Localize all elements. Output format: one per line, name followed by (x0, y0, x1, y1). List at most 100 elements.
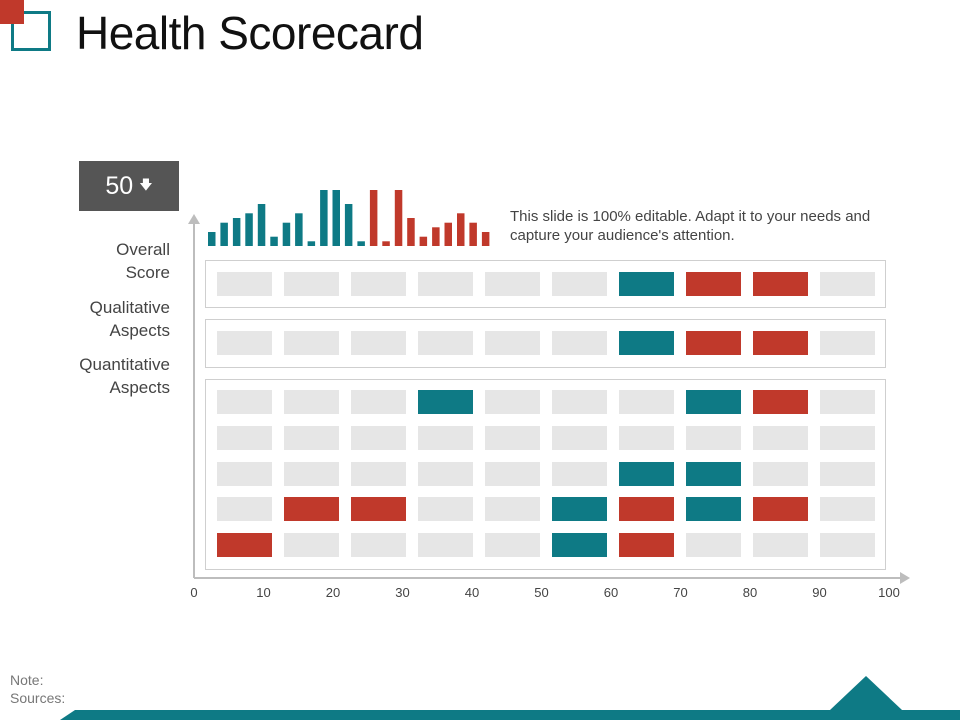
score-cell (552, 426, 607, 450)
score-cell (351, 331, 406, 355)
score-cell (619, 331, 674, 355)
score-cell (485, 331, 540, 355)
score-cell (552, 533, 607, 557)
score-cell (485, 390, 540, 414)
score-cell (753, 462, 808, 486)
score-cell (753, 272, 808, 296)
row-label-qualitative-aspects: Qualitative Aspects (40, 296, 170, 342)
mini-bar (357, 241, 365, 246)
score-cell (217, 272, 272, 296)
score-cell (820, 390, 875, 414)
score-cell (686, 497, 741, 521)
x-tick-label: 20 (325, 585, 341, 600)
mini-bar (282, 222, 291, 246)
score-cell (753, 331, 808, 355)
x-tick-label: 60 (603, 585, 619, 600)
score-cell (820, 462, 875, 486)
score-value: 50 (105, 171, 134, 200)
score-cell (552, 462, 607, 486)
mini-bar (270, 236, 278, 246)
mini-bar (407, 218, 415, 246)
mini-bar (469, 222, 477, 246)
score-cell (619, 497, 674, 521)
mini-bar (444, 222, 452, 246)
score-cell (284, 331, 339, 355)
mini-bar (382, 241, 390, 246)
mini-bar (295, 213, 303, 246)
score-cell (418, 331, 473, 355)
score-cell (418, 497, 473, 521)
page-title: Health Scorecard (76, 7, 424, 59)
footer-sources: Sources: (10, 690, 66, 706)
score-cell (485, 533, 540, 557)
score-cell (485, 426, 540, 450)
score-cell (552, 331, 607, 355)
score-cell (753, 533, 808, 557)
score-cell (820, 533, 875, 557)
footer-note: Note: (10, 672, 44, 688)
row-label-line: Quantitative (79, 355, 170, 374)
score-cell (485, 462, 540, 486)
x-tick-label: 100 (878, 585, 900, 600)
score-cell (351, 497, 406, 521)
score-cell (485, 272, 540, 296)
score-badge: 50 🡇 (79, 161, 179, 211)
mini-bar (432, 227, 440, 246)
x-tick-label: 80 (742, 585, 758, 600)
score-cell (418, 390, 473, 414)
x-tick-label: 50 (534, 585, 549, 600)
score-cell (217, 331, 272, 355)
score-cell (820, 497, 875, 521)
score-cell (619, 390, 674, 414)
score-cell (686, 272, 741, 296)
mini-bar (481, 232, 490, 246)
score-cell (217, 462, 272, 486)
score-cell (552, 390, 607, 414)
score-cell (686, 390, 741, 414)
x-tick-label: 0 (190, 585, 198, 600)
score-cell (619, 462, 674, 486)
score-cell (686, 462, 741, 486)
score-cell (820, 426, 875, 450)
mini-bar (257, 204, 266, 246)
arrow-down-icon: 🡇 (139, 177, 153, 192)
score-cell (284, 390, 339, 414)
score-cell (351, 390, 406, 414)
mini-bar (232, 218, 241, 246)
score-cell (619, 533, 674, 557)
score-cell (418, 533, 473, 557)
mini-bar (332, 190, 340, 246)
score-cell (284, 462, 339, 486)
score-cell (418, 272, 473, 296)
row-label-line: Qualitative (89, 298, 170, 317)
x-tick-label: 70 (673, 585, 688, 600)
score-cell (284, 426, 339, 450)
logo-outline-square (11, 11, 51, 51)
row-label-line: Score (125, 263, 170, 282)
score-cell (753, 497, 808, 521)
score-cell (686, 533, 741, 557)
score-cell (820, 331, 875, 355)
score-cell (552, 272, 607, 296)
x-tick-label: 40 (464, 585, 480, 600)
mini-bar (419, 236, 428, 246)
score-cell (217, 426, 272, 450)
score-cell (284, 533, 339, 557)
score-cell (619, 426, 674, 450)
score-cell (351, 426, 406, 450)
mini-bar (457, 213, 465, 246)
mini-bar (307, 241, 316, 246)
logo-red-square (0, 0, 24, 24)
row-label-overall-score: Overall Score (40, 238, 170, 284)
score-cell (686, 331, 741, 355)
mini-bar (208, 232, 216, 246)
score-cell (820, 272, 875, 296)
row-label-line: Aspects (109, 378, 170, 397)
score-cell (753, 426, 808, 450)
score-cell (284, 272, 339, 296)
score-cell (217, 533, 272, 557)
mini-bar (369, 190, 378, 246)
score-cell (418, 426, 473, 450)
mini-bar (220, 222, 228, 246)
score-cell (418, 462, 473, 486)
